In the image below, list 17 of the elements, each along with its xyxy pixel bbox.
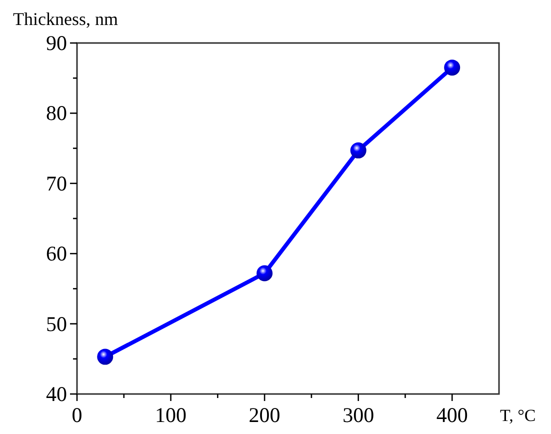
point — [350, 142, 366, 158]
y-tick-label: 60 — [46, 242, 67, 266]
point — [444, 60, 460, 76]
x-tick-label: 300 — [342, 403, 374, 427]
x-tick-label: 200 — [248, 403, 280, 427]
y-tick-label: 90 — [46, 31, 67, 55]
x-tick-label: 400 — [436, 403, 468, 427]
x-axis-title: T, °C — [500, 406, 536, 425]
point — [256, 265, 273, 282]
y-tick-label: 80 — [46, 101, 67, 126]
y-tick-label: 50 — [46, 312, 67, 336]
y-axis-title: Thickness, nm — [13, 9, 118, 29]
y-tick-label: 40 — [46, 382, 67, 406]
x-tick-label: 100 — [155, 403, 187, 427]
y-tick-label: 70 — [46, 171, 67, 196]
point — [97, 348, 114, 365]
x-tick-label: 0 — [72, 403, 82, 427]
